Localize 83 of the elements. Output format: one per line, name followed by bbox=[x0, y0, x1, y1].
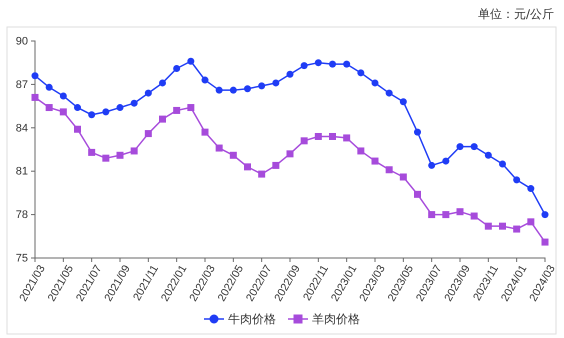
legend-label: 牛肉价格 bbox=[228, 312, 276, 326]
point bbox=[102, 154, 110, 162]
y-tick-label: 75 bbox=[16, 252, 28, 265]
point bbox=[46, 104, 53, 112]
point bbox=[187, 58, 194, 65]
point bbox=[173, 106, 180, 114]
point bbox=[513, 226, 520, 233]
y-axis-title: 单位：元/公斤 bbox=[478, 7, 554, 21]
point bbox=[88, 111, 96, 118]
point bbox=[442, 158, 450, 165]
point bbox=[60, 108, 67, 116]
point bbox=[357, 147, 364, 154]
point bbox=[74, 126, 81, 133]
point bbox=[130, 147, 138, 154]
point bbox=[372, 158, 378, 165]
y-tick-label: 81 bbox=[16, 166, 28, 178]
point bbox=[32, 72, 38, 80]
point bbox=[428, 211, 436, 218]
point bbox=[88, 148, 96, 156]
point bbox=[32, 94, 38, 101]
point bbox=[386, 90, 393, 97]
point bbox=[527, 218, 534, 226]
point bbox=[499, 222, 506, 230]
legend-label: 羊肉价格 bbox=[312, 312, 360, 326]
point bbox=[230, 152, 237, 159]
y-tick-label: 84 bbox=[16, 122, 28, 134]
point bbox=[144, 90, 152, 97]
point bbox=[470, 212, 478, 220]
point bbox=[116, 152, 124, 159]
point bbox=[329, 132, 336, 140]
point bbox=[414, 190, 421, 198]
point bbox=[46, 84, 53, 91]
point bbox=[202, 128, 208, 136]
y-tick-label: 87 bbox=[16, 78, 28, 91]
point bbox=[300, 62, 308, 70]
point bbox=[216, 144, 223, 152]
point bbox=[428, 162, 436, 169]
point bbox=[230, 86, 237, 94]
point bbox=[300, 137, 308, 144]
point bbox=[484, 152, 492, 159]
point bbox=[130, 100, 138, 107]
point bbox=[286, 70, 294, 78]
point bbox=[527, 185, 534, 192]
point bbox=[159, 116, 166, 123]
point bbox=[60, 92, 67, 100]
point bbox=[244, 85, 251, 92]
point bbox=[102, 108, 110, 116]
point bbox=[329, 60, 336, 68]
point bbox=[144, 130, 152, 138]
point bbox=[542, 238, 548, 246]
point bbox=[258, 82, 266, 90]
point bbox=[343, 134, 350, 142]
point bbox=[286, 150, 294, 158]
point bbox=[400, 98, 407, 106]
y-tick-label: 90 bbox=[16, 36, 28, 48]
point bbox=[513, 176, 520, 184]
point bbox=[499, 160, 506, 168]
point bbox=[202, 76, 208, 84]
point bbox=[159, 79, 166, 86]
point bbox=[456, 208, 464, 216]
point bbox=[244, 163, 251, 170]
point bbox=[386, 166, 393, 174]
point bbox=[173, 64, 180, 72]
point bbox=[414, 128, 421, 136]
point bbox=[484, 222, 492, 230]
point bbox=[187, 104, 194, 112]
point bbox=[216, 86, 223, 94]
y-tick-label: 78 bbox=[16, 209, 28, 222]
point bbox=[456, 143, 464, 150]
point bbox=[272, 79, 280, 86]
point bbox=[343, 60, 350, 68]
point bbox=[258, 170, 266, 178]
point bbox=[442, 211, 450, 218]
point bbox=[116, 104, 124, 112]
point bbox=[272, 162, 280, 169]
point bbox=[314, 132, 322, 140]
point bbox=[357, 69, 364, 76]
point bbox=[542, 211, 548, 218]
point bbox=[314, 59, 322, 66]
point bbox=[400, 173, 407, 180]
point bbox=[372, 79, 378, 86]
point bbox=[74, 104, 81, 112]
point bbox=[470, 143, 478, 150]
